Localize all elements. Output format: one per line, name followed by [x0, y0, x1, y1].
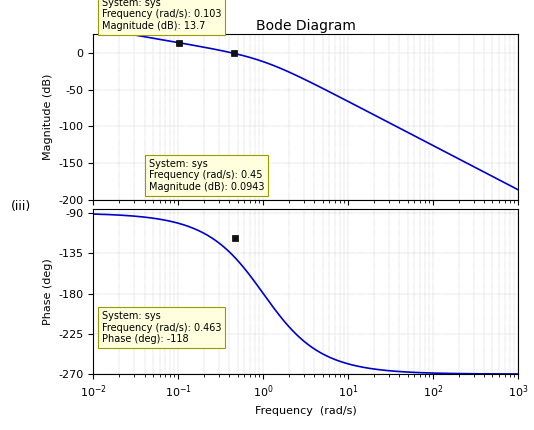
Y-axis label: Magnitude (dB): Magnitude (dB) [43, 74, 53, 160]
Text: System: sys
Frequency (rad/s): 0.45
Magnitude (dB): 0.0943: System: sys Frequency (rad/s): 0.45 Magn… [148, 159, 264, 192]
Text: System: sys
Frequency (rad/s): 0.103
Magnitude (dB): 13.7: System: sys Frequency (rad/s): 0.103 Mag… [102, 0, 222, 31]
X-axis label: Frequency  (rad/s): Frequency (rad/s) [255, 406, 357, 416]
Text: (iii): (iii) [11, 200, 31, 213]
Title: Bode Diagram: Bode Diagram [256, 19, 356, 33]
Y-axis label: Phase (deg): Phase (deg) [43, 258, 53, 325]
Text: System: sys
Frequency (rad/s): 0.463
Phase (deg): -118: System: sys Frequency (rad/s): 0.463 Pha… [102, 311, 222, 344]
